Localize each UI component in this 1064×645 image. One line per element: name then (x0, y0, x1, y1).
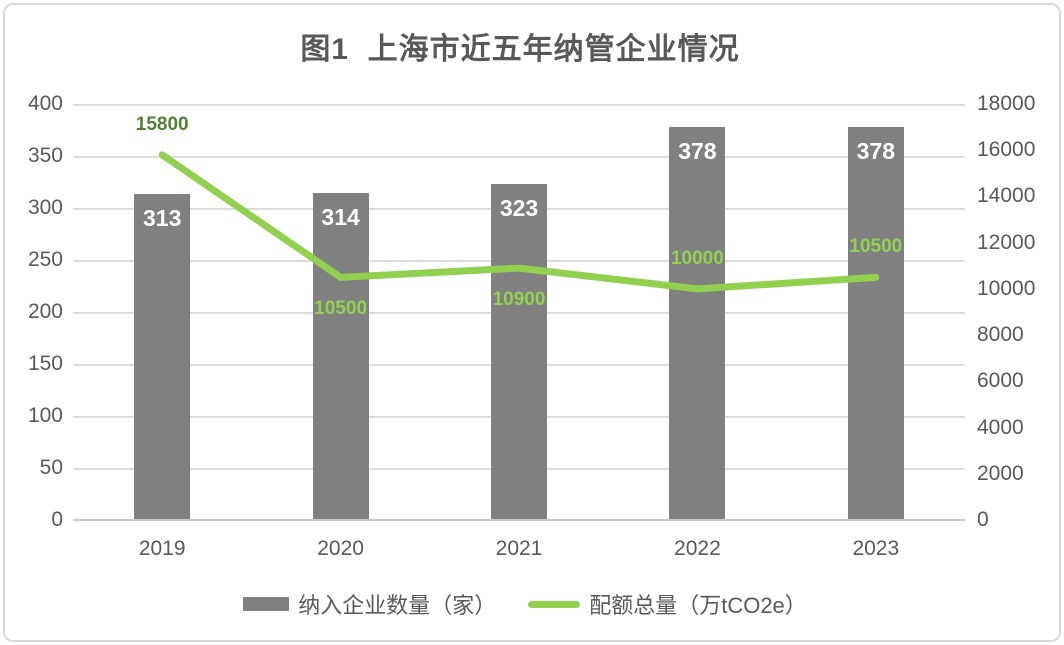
x-axis-line (73, 519, 965, 521)
x-axis-label-2022: 2022 (674, 537, 721, 560)
bar-value-label: 323 (499, 195, 539, 222)
left-axis-tick: 350 (27, 144, 63, 167)
gridline (73, 104, 965, 106)
right-axis-tick: 0 (977, 508, 989, 531)
line-value-label: 10500 (849, 236, 903, 258)
legend-item-line-series: 配额总量（万tCO2e） (528, 588, 807, 620)
bar-2019: 313 (134, 194, 191, 520)
left-axis-tick: 100 (27, 404, 63, 427)
allowance-line (158, 151, 880, 293)
line-value-label: 10900 (492, 289, 546, 311)
left-axis-tick: 200 (27, 300, 63, 323)
right-axis-tick: 18000 (977, 92, 1036, 115)
line-swatch-icon (528, 600, 581, 608)
bar-value-label: 313 (143, 205, 182, 232)
bar-value-label: 378 (856, 137, 895, 164)
bar-2020: 314 (312, 193, 369, 520)
left-axis-tick: 400 (27, 92, 63, 115)
allowance-line-chart (158, 151, 880, 293)
legend-label-bar-series: 纳入企业数量（家） (298, 593, 497, 618)
right-axis-tick: 10000 (977, 276, 1036, 300)
line-value-label: 15800 (135, 113, 189, 135)
bar-2023: 378 (847, 126, 904, 520)
bar-swatch-icon (243, 597, 290, 611)
legend-label-line-series: 配额总量（万tCO2e） (589, 593, 807, 618)
bar-value-label: 378 (678, 137, 717, 164)
right-axis-tick: 2000 (977, 461, 1024, 485)
line-value-label: 10500 (314, 298, 368, 320)
plot-area: 313 314 323 378 378 15800 10500 10900 10000 10500 (73, 104, 965, 520)
right-axis-tick: 14000 (977, 184, 1036, 208)
right-axis-tick: 4000 (977, 415, 1024, 439)
legend-item-bar-series: 纳入企业数量（家） (243, 588, 496, 620)
bar-2022: 378 (669, 126, 726, 520)
bar-value-label: 314 (321, 204, 360, 231)
left-axis-tick: 0 (51, 508, 63, 531)
x-axis-label-2020: 2020 (317, 537, 364, 560)
gridline (73, 156, 965, 158)
left-axis-tick: 50 (39, 456, 63, 479)
x-axis-label-2023: 2023 (852, 537, 900, 560)
x-axis-label-2019: 2019 (138, 537, 186, 560)
right-axis-tick: 12000 (977, 230, 1036, 254)
right-axis-tick: 8000 (977, 323, 1024, 347)
x-axis-label-2021: 2021 (495, 537, 543, 560)
left-axis-tick: 250 (27, 248, 63, 271)
left-axis-tick: 150 (27, 352, 63, 375)
line-value-label: 10000 (670, 247, 724, 269)
bar-2021: 323 (491, 184, 547, 520)
chart-title: 图1 上海市近五年纳管企业情况 (300, 33, 740, 66)
legend: 纳入企业数量（家） 配额总量（万tCO2e） (0, 588, 1050, 620)
right-axis-tick: 16000 (977, 138, 1036, 162)
right-axis-tick: 6000 (977, 369, 1024, 393)
left-axis-tick: 300 (27, 196, 63, 219)
